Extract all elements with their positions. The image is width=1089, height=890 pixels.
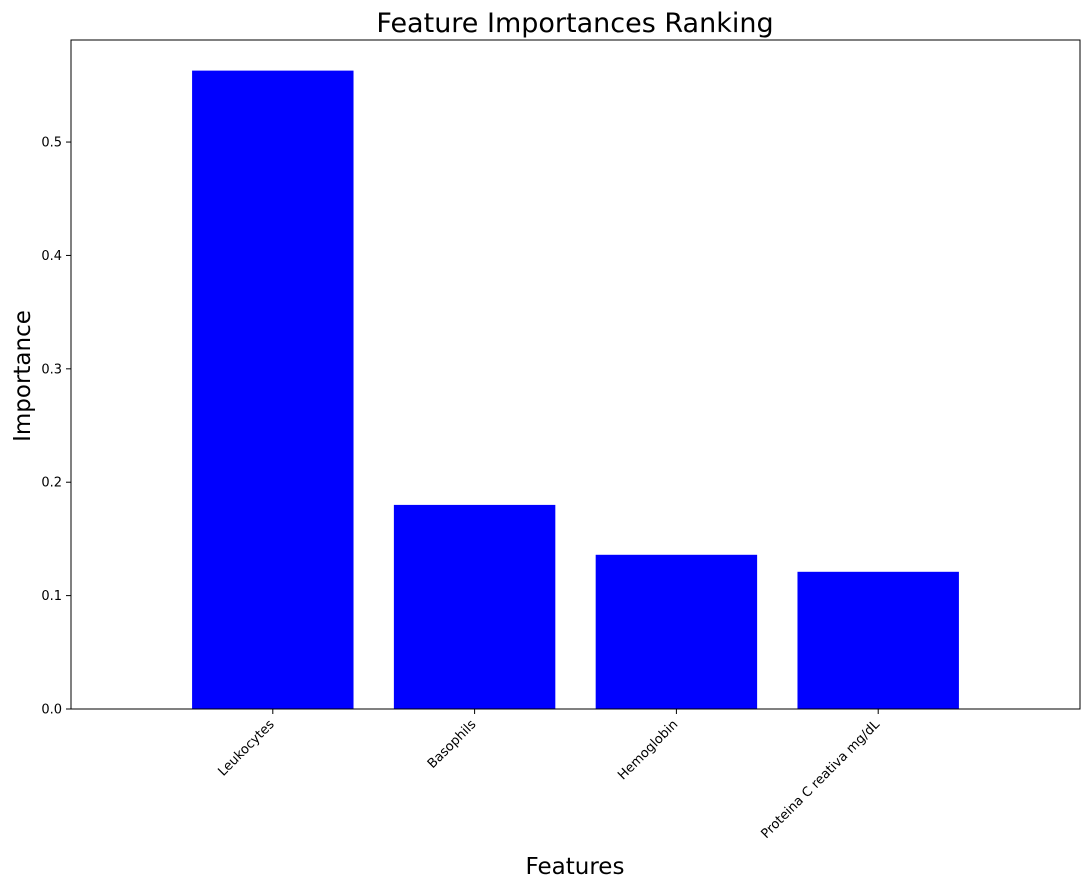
x-tick-label: Hemoglobin bbox=[615, 717, 681, 783]
y-tick-label: 0.0 bbox=[41, 703, 62, 718]
x-tick-label: Basophils bbox=[425, 717, 480, 772]
y-tick-label: 0.5 bbox=[41, 136, 62, 151]
y-axis: 0.0 0.1 0.2 0.3 0.4 0.5 bbox=[41, 136, 71, 718]
plot-area-frame bbox=[70, 39, 1081, 710]
x-tick-label: Proteina C reativa mg/dL bbox=[758, 717, 883, 842]
y-tick-label: 0.3 bbox=[41, 362, 62, 377]
bar-basophils bbox=[393, 504, 556, 709]
y-tick-label: 0.4 bbox=[41, 249, 62, 264]
chart-title: Feature Importances Ranking bbox=[376, 8, 773, 39]
bar-hemoglobin bbox=[595, 554, 758, 709]
y-tick-label: 0.2 bbox=[41, 476, 62, 491]
x-axis: Leukocytes Basophils Hemoglobin Proteina C … bbox=[215, 709, 884, 842]
bars-group bbox=[192, 70, 959, 710]
bar-proteina-c-reativa-mg-dl bbox=[797, 571, 959, 709]
y-axis-label: Importance bbox=[10, 310, 36, 442]
x-axis-label: Features bbox=[526, 854, 625, 880]
x-tick-label: Leukocytes bbox=[215, 717, 277, 779]
y-tick-label: 0.1 bbox=[41, 589, 62, 604]
bar-leukocytes bbox=[192, 70, 354, 710]
